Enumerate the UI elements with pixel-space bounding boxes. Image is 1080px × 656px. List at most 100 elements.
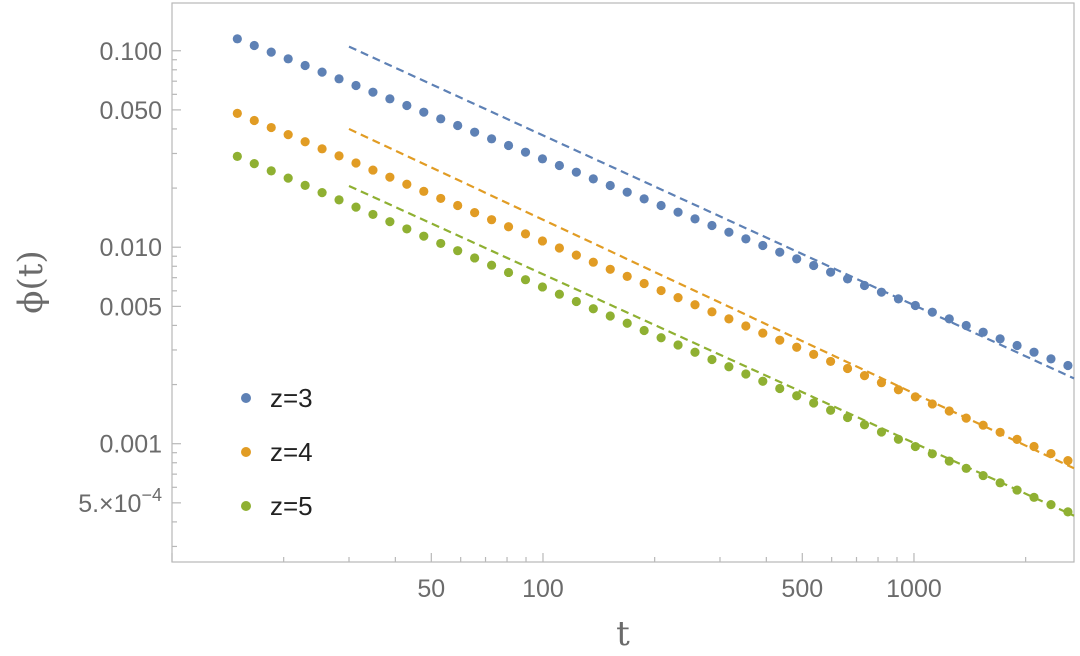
point-z4 bbox=[300, 137, 310, 147]
point-z5 bbox=[605, 311, 615, 321]
point-z5 bbox=[470, 253, 480, 263]
point-z4 bbox=[673, 293, 683, 303]
point-z5 bbox=[758, 376, 768, 386]
point-z4 bbox=[537, 236, 548, 246]
point-z4 bbox=[978, 420, 988, 430]
point-z3 bbox=[775, 247, 785, 257]
point-z5 bbox=[385, 217, 395, 227]
x-tick-label: 1000 bbox=[886, 575, 942, 603]
point-z4 bbox=[283, 130, 293, 140]
point-z5 bbox=[995, 478, 1005, 488]
point-z3 bbox=[842, 274, 853, 284]
point-z4 bbox=[1063, 456, 1073, 466]
point-z4 bbox=[419, 186, 429, 196]
point-z4 bbox=[385, 172, 395, 182]
point-z4 bbox=[1046, 448, 1056, 459]
y-tick-label: 0.001 bbox=[99, 431, 162, 459]
point-z5 bbox=[961, 463, 971, 473]
point-z3 bbox=[910, 300, 920, 311]
y-tick-label: 0.100 bbox=[99, 38, 162, 66]
legend: z=3 z=4 z=5 bbox=[241, 383, 313, 521]
data-points bbox=[232, 34, 1073, 517]
point-z3 bbox=[995, 334, 1005, 344]
point-z3 bbox=[673, 207, 683, 217]
point-z3 bbox=[317, 67, 327, 77]
point-z4 bbox=[622, 271, 632, 281]
point-z4 bbox=[741, 321, 751, 331]
point-z4 bbox=[690, 300, 700, 310]
point-z5 bbox=[842, 412, 853, 423]
point-z5 bbox=[1012, 485, 1022, 495]
point-z4 bbox=[656, 285, 666, 296]
fit-lines bbox=[348, 45, 1075, 517]
point-z3 bbox=[283, 54, 293, 64]
legend-label-z5: z=5 bbox=[270, 491, 313, 521]
point-z5 bbox=[876, 427, 887, 437]
point-z3 bbox=[368, 87, 378, 97]
point-z5 bbox=[283, 173, 293, 183]
point-z5 bbox=[1029, 492, 1039, 502]
legend-label-z3: z=3 bbox=[270, 383, 313, 413]
point-z5 bbox=[503, 267, 514, 278]
point-z4 bbox=[876, 378, 887, 388]
point-z5 bbox=[792, 391, 802, 401]
point-z4 bbox=[809, 349, 819, 359]
point-z3 bbox=[486, 134, 497, 144]
point-z5 bbox=[486, 260, 497, 270]
point-z4 bbox=[910, 392, 920, 402]
point-z3 bbox=[232, 34, 242, 44]
point-z4 bbox=[571, 250, 581, 260]
point-z3 bbox=[1012, 340, 1022, 351]
point-z4 bbox=[792, 342, 802, 352]
point-z4 bbox=[893, 385, 904, 395]
point-z5 bbox=[656, 333, 666, 343]
y-axis-ticks: 0.100 0.050 0.010 0.005 0.001 5.×10−4 bbox=[78, 38, 181, 548]
point-z5 bbox=[334, 195, 344, 205]
point-z3 bbox=[520, 147, 531, 157]
point-z4 bbox=[554, 243, 564, 253]
point-z4 bbox=[266, 122, 276, 133]
point-z3 bbox=[809, 260, 819, 271]
point-z4 bbox=[995, 427, 1005, 437]
point-z4 bbox=[436, 193, 446, 204]
point-z5 bbox=[944, 456, 954, 466]
point-z5 bbox=[554, 289, 564, 299]
point-z4 bbox=[758, 328, 768, 338]
point-z3 bbox=[961, 320, 971, 331]
point-z5 bbox=[588, 304, 598, 314]
y-tick-label: 0.010 bbox=[99, 234, 162, 262]
point-z3 bbox=[419, 107, 429, 117]
point-z4 bbox=[351, 158, 361, 168]
point-z4 bbox=[470, 207, 480, 218]
point-z3 bbox=[758, 240, 768, 251]
point-z5 bbox=[859, 420, 870, 430]
point-z4 bbox=[486, 215, 497, 225]
point-z3 bbox=[351, 80, 361, 91]
point-z3 bbox=[605, 180, 615, 191]
point-z4 bbox=[724, 314, 734, 324]
point-z3 bbox=[249, 40, 259, 51]
point-z5 bbox=[673, 340, 683, 350]
point-z5 bbox=[317, 188, 327, 198]
point-z5 bbox=[622, 318, 632, 328]
point-z5 bbox=[1046, 499, 1056, 510]
point-z5 bbox=[266, 166, 276, 176]
point-z3 bbox=[554, 160, 564, 171]
point-z5 bbox=[300, 180, 310, 190]
legend-marker-z3 bbox=[241, 393, 251, 403]
point-z3 bbox=[588, 174, 598, 184]
point-z5 bbox=[927, 449, 937, 459]
point-z3 bbox=[453, 120, 463, 131]
point-z4 bbox=[249, 115, 259, 126]
point-z5 bbox=[453, 246, 463, 256]
point-z3 bbox=[826, 267, 836, 277]
point-z4 bbox=[944, 406, 954, 416]
point-z4 bbox=[927, 399, 937, 409]
point-z5 bbox=[368, 209, 378, 220]
point-z5 bbox=[419, 231, 429, 241]
point-z3 bbox=[741, 234, 751, 244]
point-z5 bbox=[724, 362, 734, 372]
point-z4 bbox=[859, 370, 870, 381]
point-z3 bbox=[1029, 347, 1039, 357]
